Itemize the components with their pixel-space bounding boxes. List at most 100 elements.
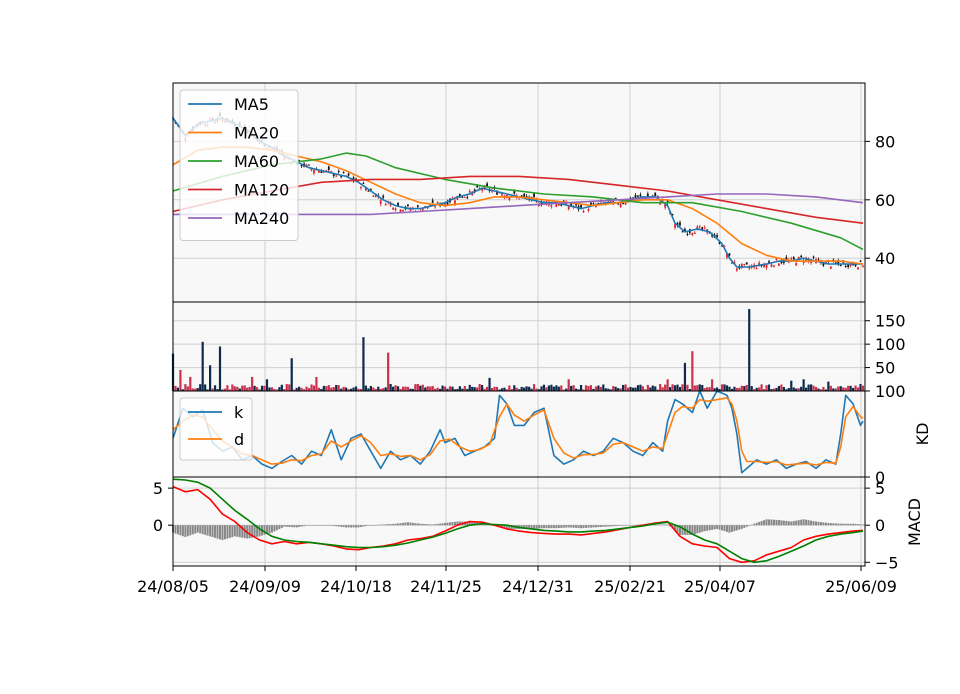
macd-hist-bar xyxy=(216,525,219,539)
candle-body xyxy=(701,227,704,230)
xtick-label: 25/04/07 xyxy=(684,577,756,596)
candle-body xyxy=(320,171,323,173)
macd-hist-bar xyxy=(810,520,813,526)
ytick-label-price: 60 xyxy=(875,191,895,210)
volume-bar xyxy=(678,387,682,391)
macd-hist-bar xyxy=(748,525,751,526)
volume-bar xyxy=(673,385,677,391)
macd-hist-bar xyxy=(795,520,798,526)
macd-hist-bar xyxy=(859,524,862,526)
macd-hist-bar xyxy=(538,525,541,529)
volume-bar xyxy=(421,384,424,391)
candle-body xyxy=(817,259,820,261)
volume-bar xyxy=(693,385,696,391)
volume-bar xyxy=(837,386,840,391)
macd-hist-bar xyxy=(414,523,417,526)
candle-body xyxy=(839,264,842,267)
volume-bar xyxy=(367,388,370,391)
volume-bar xyxy=(216,388,219,391)
candle-body xyxy=(580,204,582,208)
macd-hist-bar xyxy=(342,525,345,528)
macd-hist-bar xyxy=(312,525,315,526)
macd-hist-bar xyxy=(664,524,667,526)
volume-bar xyxy=(649,387,652,391)
volume-bar xyxy=(315,376,318,391)
volume-bar xyxy=(510,389,513,391)
volume-bar xyxy=(802,379,805,391)
macd-hist-bar xyxy=(580,525,583,529)
candle-body xyxy=(728,253,731,256)
macd-hist-bar xyxy=(698,525,701,533)
macd-hist-bar xyxy=(819,522,822,526)
volume-bar xyxy=(194,388,197,391)
volume-bar xyxy=(542,384,546,391)
volume-bar xyxy=(330,387,333,391)
candle-body xyxy=(770,264,773,267)
macd-hist-bar xyxy=(424,524,427,526)
candle-body xyxy=(676,223,679,226)
macd-hist-bar xyxy=(352,525,355,528)
volume-bar xyxy=(332,387,335,391)
volume-bar xyxy=(206,389,209,391)
macd-hist-bar xyxy=(436,523,439,526)
volume-bar xyxy=(342,386,345,391)
candle-body xyxy=(763,264,765,268)
volume-bar xyxy=(186,386,189,391)
volume-bar xyxy=(426,386,429,391)
volume-bar xyxy=(827,381,830,391)
volume-bar xyxy=(345,387,348,391)
volume-bar xyxy=(557,386,560,391)
volume-bar xyxy=(703,388,706,391)
macd-hist-bar xyxy=(740,525,743,529)
volume-bar xyxy=(201,341,204,391)
macd-hist-bar xyxy=(179,525,182,536)
volume-bar xyxy=(525,386,528,391)
candle-body xyxy=(849,263,852,267)
macd-hist-bar xyxy=(350,525,353,528)
candle-body xyxy=(360,186,362,189)
volume-bar xyxy=(476,387,479,391)
candle-body xyxy=(624,202,627,205)
volume-bar xyxy=(577,389,580,391)
macd-hist-bar xyxy=(721,525,724,531)
volume-bar xyxy=(458,386,461,391)
candle-body xyxy=(844,265,847,267)
volume-bar xyxy=(626,387,630,391)
candle-body xyxy=(792,257,795,260)
macd-hist-bar xyxy=(194,525,197,534)
macd-hist-bar xyxy=(458,521,461,526)
volume-bar xyxy=(822,386,825,391)
volume-bar xyxy=(278,387,281,391)
series-line-ma240 xyxy=(173,193,864,216)
volume-bar xyxy=(505,389,508,391)
volume-bar xyxy=(849,385,852,391)
volume-bar xyxy=(570,385,573,391)
volume-bar xyxy=(243,385,246,391)
volume-bar xyxy=(335,384,338,391)
volume-bar xyxy=(503,387,506,391)
volume-bar xyxy=(238,388,241,391)
volume-bar xyxy=(592,388,595,391)
volume-bar xyxy=(686,384,689,391)
macd-hist-bar xyxy=(510,525,513,529)
macd-hist-bar xyxy=(468,521,471,526)
price-legend-label-ma5: MA5 xyxy=(234,95,269,114)
macd-hist-bar xyxy=(824,522,827,526)
macd-hist-bar xyxy=(196,525,199,533)
candle-body xyxy=(327,166,330,170)
candle-body xyxy=(723,245,726,247)
volume-bar xyxy=(320,388,323,391)
volume-bar xyxy=(767,384,771,391)
macd-hist-bar xyxy=(862,524,864,526)
macd-hist-bar xyxy=(528,525,531,529)
volume-bar xyxy=(478,384,481,391)
volume-bar xyxy=(260,385,264,391)
volume-bar xyxy=(748,309,751,391)
macd-hist-bar xyxy=(542,525,545,529)
candle-body xyxy=(740,263,743,267)
volume-bar xyxy=(181,389,184,391)
volume-bar xyxy=(446,388,449,391)
ytick-label-price: 40 xyxy=(875,249,895,268)
macd-hist-bar xyxy=(315,525,318,526)
volume-bar xyxy=(483,388,486,391)
